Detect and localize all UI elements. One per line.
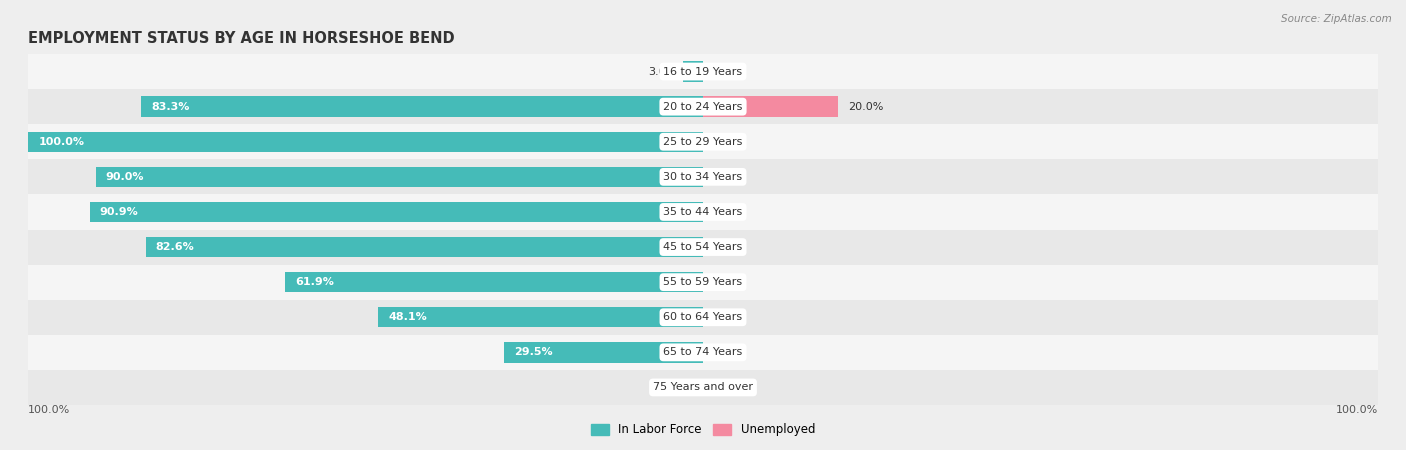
Legend: In Labor Force, Unemployed: In Labor Force, Unemployed — [586, 419, 820, 441]
Text: 0.0%: 0.0% — [717, 347, 745, 357]
Bar — [378, 307, 703, 328]
Text: 55 to 59 Years: 55 to 59 Years — [664, 277, 742, 287]
Text: 90.9%: 90.9% — [100, 207, 138, 217]
Bar — [90, 202, 703, 222]
Text: 30 to 34 Years: 30 to 34 Years — [664, 172, 742, 182]
Text: 0.0%: 0.0% — [717, 242, 745, 252]
Text: 90.0%: 90.0% — [105, 172, 145, 182]
Bar — [28, 159, 1378, 194]
Text: 0.0%: 0.0% — [717, 172, 745, 182]
Bar — [28, 124, 1378, 159]
Text: 0.0%: 0.0% — [717, 207, 745, 217]
Text: 60 to 64 Years: 60 to 64 Years — [664, 312, 742, 322]
Text: 100.0%: 100.0% — [38, 137, 84, 147]
Text: 35 to 44 Years: 35 to 44 Years — [664, 207, 742, 217]
Text: 20.0%: 20.0% — [848, 102, 883, 112]
Bar — [96, 166, 703, 187]
Text: 0.0%: 0.0% — [717, 277, 745, 287]
Bar — [28, 194, 1378, 230]
Bar — [703, 96, 838, 117]
Text: 0.0%: 0.0% — [717, 67, 745, 76]
Text: 65 to 74 Years: 65 to 74 Years — [664, 347, 742, 357]
Text: 83.3%: 83.3% — [150, 102, 190, 112]
Bar — [503, 342, 703, 363]
Bar — [683, 61, 703, 82]
Text: 0.0%: 0.0% — [717, 312, 745, 322]
Bar — [285, 272, 703, 292]
Text: EMPLOYMENT STATUS BY AGE IN HORSESHOE BEND: EMPLOYMENT STATUS BY AGE IN HORSESHOE BE… — [28, 31, 454, 46]
Text: 45 to 54 Years: 45 to 54 Years — [664, 242, 742, 252]
Bar — [28, 265, 1378, 300]
Text: 61.9%: 61.9% — [295, 277, 335, 287]
Text: 48.1%: 48.1% — [388, 312, 427, 322]
Bar — [28, 230, 1378, 265]
Bar — [28, 370, 1378, 405]
Text: 0.0%: 0.0% — [717, 137, 745, 147]
Text: 29.5%: 29.5% — [515, 347, 553, 357]
Text: 0.0%: 0.0% — [661, 382, 689, 392]
Bar — [28, 89, 1378, 124]
Bar — [28, 300, 1378, 335]
Bar — [141, 96, 703, 117]
Text: 25 to 29 Years: 25 to 29 Years — [664, 137, 742, 147]
Text: 16 to 19 Years: 16 to 19 Years — [664, 67, 742, 76]
Text: Source: ZipAtlas.com: Source: ZipAtlas.com — [1281, 14, 1392, 23]
Bar — [28, 54, 1378, 89]
Text: 3.0%: 3.0% — [648, 67, 676, 76]
Bar — [28, 335, 1378, 370]
Text: 100.0%: 100.0% — [28, 405, 70, 415]
Text: 0.0%: 0.0% — [717, 382, 745, 392]
Bar — [146, 237, 703, 257]
Text: 20 to 24 Years: 20 to 24 Years — [664, 102, 742, 112]
Text: 82.6%: 82.6% — [156, 242, 194, 252]
Bar — [28, 131, 703, 152]
Text: 75 Years and over: 75 Years and over — [652, 382, 754, 392]
Text: 100.0%: 100.0% — [1336, 405, 1378, 415]
